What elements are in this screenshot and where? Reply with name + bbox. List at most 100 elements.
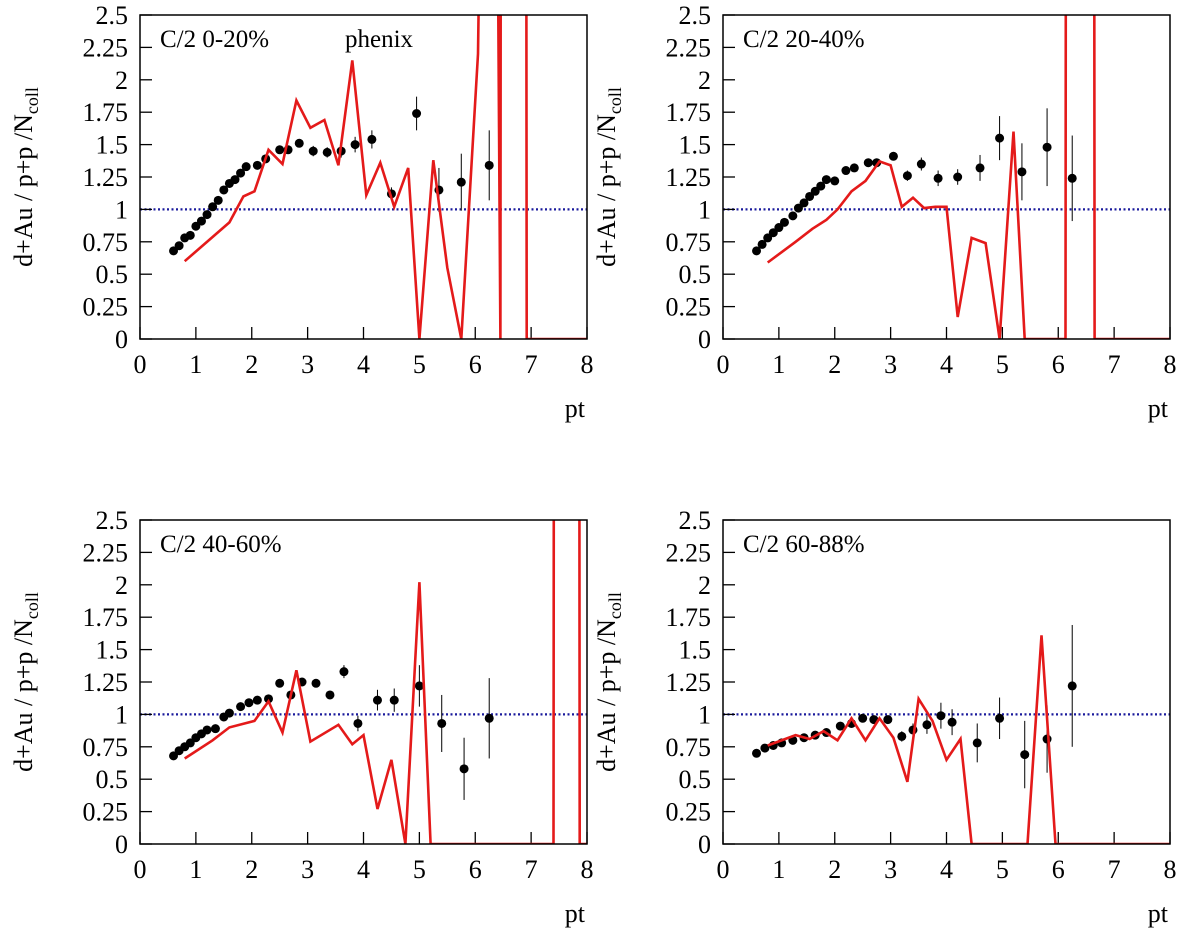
x-tick-label: 6: [469, 855, 482, 884]
x-tick-label: 5: [413, 350, 426, 379]
data-point: [308, 146, 318, 156]
y-tick-label: 1: [115, 700, 128, 729]
data-point: [902, 171, 912, 181]
x-tick-label: 2: [245, 350, 258, 379]
data-point: [922, 720, 932, 730]
data-point: [322, 147, 332, 157]
x-tick-label: 6: [1052, 350, 1065, 379]
data-point: [202, 210, 212, 220]
data-point: [972, 738, 982, 748]
data-point: [202, 725, 212, 735]
plot-frame: [722, 519, 1171, 845]
data-point: [975, 163, 985, 173]
y-tick-label: 1.5: [96, 131, 129, 160]
y-tick-label: 0.25: [83, 293, 129, 322]
y-tick-label: 0.75: [666, 733, 712, 762]
x-tick-label: 7: [1108, 855, 1121, 884]
y-tick-label: 0: [115, 830, 128, 859]
annotation: phenix: [345, 26, 414, 53]
data-point: [835, 721, 845, 731]
y-tick-label: 1.25: [666, 163, 712, 192]
data-point: [995, 713, 1005, 723]
data-point: [339, 667, 349, 677]
data-point: [953, 172, 963, 182]
data-point: [916, 159, 926, 169]
y-tick-label: 2.25: [666, 538, 712, 567]
data-point: [888, 151, 898, 161]
x-tick-label: 5: [996, 350, 1009, 379]
panel-title: C/2 60-88%: [743, 531, 865, 558]
data-point: [174, 241, 184, 251]
y-axis-label: d+Au / p+p /Ncoll: [592, 592, 625, 772]
data-point: [1020, 750, 1030, 760]
x-tick-label: 0: [717, 855, 730, 884]
y-axis-label: d+Au / p+p /Ncoll: [592, 87, 625, 267]
x-axis-label: pt: [565, 899, 586, 928]
data-point: [325, 690, 335, 700]
y-tick-label: 2: [115, 66, 128, 95]
y-axis-label: d+Au / p+p /Ncoll: [9, 592, 42, 772]
y-axis-label-sub: coll: [605, 592, 625, 619]
data-point: [210, 724, 220, 734]
data-point: [821, 175, 831, 185]
panel-title: C/2 40-60%: [160, 531, 282, 558]
data-point: [275, 145, 285, 155]
data-point: [484, 160, 494, 170]
y-tick-label: 1: [698, 700, 711, 729]
data-point: [863, 158, 873, 168]
y-tick-label: 0.5: [96, 765, 129, 794]
y-tick-label: 1.75: [666, 603, 712, 632]
y-tick-label: 1.5: [679, 636, 712, 665]
y-tick-label: 0: [115, 325, 128, 354]
y-tick-label: 2.5: [679, 506, 712, 535]
y-tick-label: 2.25: [83, 33, 129, 62]
data-point: [185, 230, 195, 240]
data-point: [230, 175, 240, 185]
data-point: [757, 239, 767, 249]
y-tick-label: 1.5: [96, 636, 129, 665]
x-tick-label: 5: [996, 855, 1009, 884]
x-tick-label: 4: [357, 855, 370, 884]
data-point: [196, 216, 206, 226]
x-tick-label: 5: [413, 855, 426, 884]
y-axis-label-main: d+Au / p+p /N: [592, 619, 621, 772]
data-point: [947, 717, 957, 727]
y-tick-label: 2.25: [666, 33, 712, 62]
data-point: [841, 166, 851, 176]
data-point: [936, 711, 946, 721]
y-tick-label: 1.75: [83, 603, 129, 632]
x-tick-label: 8: [1164, 855, 1177, 884]
x-tick-label: 0: [134, 350, 147, 379]
y-tick-label: 2: [698, 571, 711, 600]
y-tick-label: 2.25: [83, 538, 129, 567]
data-point: [252, 695, 262, 705]
x-tick-label: 2: [828, 855, 841, 884]
x-tick-label: 4: [940, 350, 953, 379]
y-tick-label: 2: [698, 66, 711, 95]
x-tick-label: 1: [189, 350, 202, 379]
data-point: [350, 140, 360, 150]
ratio-line: [766, 15, 1170, 339]
y-tick-label: 0.25: [666, 798, 712, 827]
x-tick-label: 6: [1052, 855, 1065, 884]
x-tick-label: 0: [134, 855, 147, 884]
data-point: [883, 715, 893, 725]
y-tick-label: 2.5: [679, 1, 712, 30]
x-tick-label: 4: [357, 350, 370, 379]
data-point: [760, 743, 770, 753]
panel-title: C/2 20-40%: [743, 26, 865, 53]
data-point: [252, 160, 262, 170]
y-tick-label: 1: [698, 195, 711, 224]
y-axis-label-sub: coll: [22, 592, 42, 619]
y-axis-label-sub: coll: [22, 87, 42, 114]
data-point: [995, 133, 1005, 143]
y-tick-label: 0.5: [679, 260, 712, 289]
data-point: [294, 138, 304, 148]
y-tick-label: 0.5: [679, 765, 712, 794]
x-tick-label: 7: [525, 350, 538, 379]
y-tick-label: 0.75: [83, 733, 129, 762]
